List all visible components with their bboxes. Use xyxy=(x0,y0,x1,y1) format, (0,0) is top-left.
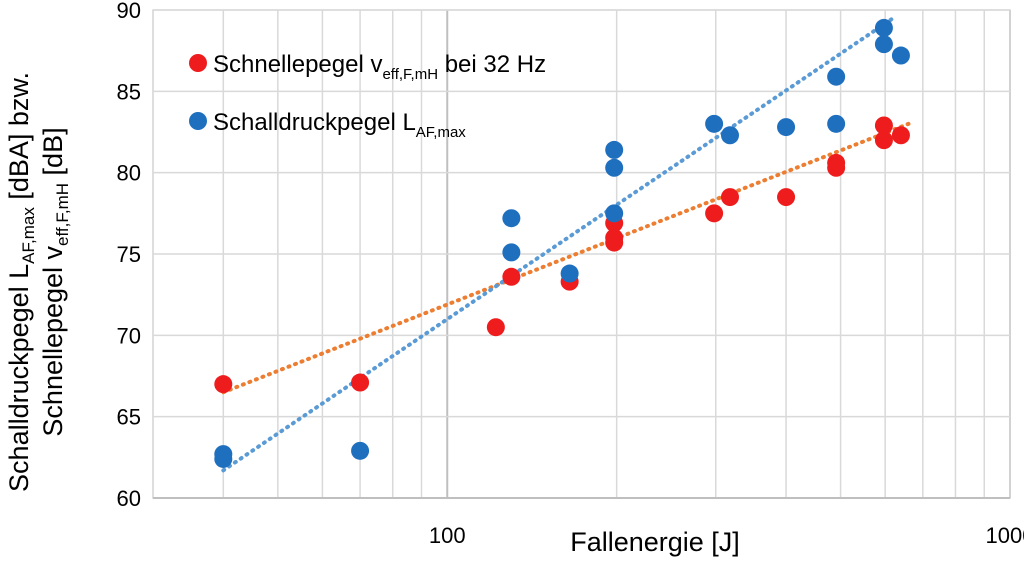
data-point-series-0 xyxy=(777,188,796,207)
y-axis-title-line2: Schnellepegel veff,F,mH [dB] xyxy=(38,127,72,436)
trendline-series-1 xyxy=(221,16,896,473)
data-point-series-0 xyxy=(351,373,370,392)
data-point-series-1 xyxy=(777,118,796,137)
data-point-series-0 xyxy=(720,188,739,207)
data-point-series-1 xyxy=(214,449,233,468)
y-axis-title-line1-main: Schalldruckpegel L xyxy=(4,264,34,492)
y-axis-title-line2-sub: eff,F,mH xyxy=(53,183,72,246)
x-axis-title: Fallenergie [J] xyxy=(570,527,740,557)
data-point-series-1 xyxy=(705,114,724,133)
legend-label-sound-pressure-main: Schalldruckpegel L xyxy=(213,109,416,136)
axes xyxy=(152,9,1011,499)
data-point-series-0 xyxy=(502,267,521,286)
grid xyxy=(152,9,1011,499)
data-point-series-1 xyxy=(891,46,910,65)
data-point-series-1 xyxy=(874,35,893,54)
data-point-series-1 xyxy=(502,243,521,262)
y-tick-label: 85 xyxy=(117,79,141,104)
legend-label-vibration-sub: eff,F,mH xyxy=(382,66,438,83)
y-axis-title-line2-main: Schnellepegel v xyxy=(38,245,68,436)
y-axis-title-line2-tail: [dB] xyxy=(38,127,68,183)
data-point-series-1 xyxy=(827,67,846,86)
data-point-series-0 xyxy=(486,318,505,337)
data-point-series-1 xyxy=(560,264,579,283)
legend-label-vibration-tail: bei 32 Hz xyxy=(438,51,546,78)
trendline-series-0 xyxy=(221,121,911,395)
data-point-series-1 xyxy=(605,140,624,159)
data-point-series-1 xyxy=(502,209,521,228)
data-points xyxy=(214,18,910,468)
legend-marker-sound-pressure xyxy=(189,112,207,130)
data-point-series-0 xyxy=(874,131,893,150)
y-tick-label: 90 xyxy=(117,0,141,23)
x-tick-label: 100 xyxy=(429,523,466,548)
y-tick-label: 70 xyxy=(117,323,141,348)
data-point-series-0 xyxy=(827,158,846,177)
y-axis-title-line1-sub: AF,max xyxy=(19,207,38,264)
data-point-series-1 xyxy=(874,18,893,37)
y-tick-label: 65 xyxy=(117,405,141,430)
data-point-series-0 xyxy=(214,375,233,394)
legend: Schnellepegel veff,F,mH bei 32 Hz Schall… xyxy=(189,51,546,141)
data-point-series-0 xyxy=(605,228,624,247)
y-axis-title-line1: Schalldruckpegel LAF,max [dBA] bzw. xyxy=(4,72,38,492)
legend-marker-vibration xyxy=(189,54,207,72)
legend-label-vibration: Schnellepegel veff,F,mH bei 32 Hz xyxy=(213,51,546,83)
data-point-series-1 xyxy=(605,158,624,177)
data-point-series-0 xyxy=(705,204,724,223)
y-tick-label: 60 xyxy=(117,486,141,511)
y-tick-label: 75 xyxy=(117,242,141,267)
data-point-series-0 xyxy=(874,116,893,135)
data-point-series-0 xyxy=(891,126,910,145)
data-point-series-1 xyxy=(827,114,846,133)
x-tick-label: 1000 xyxy=(986,523,1024,548)
y-axis-title-line1-tail: [dBA] bzw. xyxy=(4,72,34,207)
tick-labels: 60 65 70 75 80 85 90 100 1000 xyxy=(117,0,1024,548)
trendlines xyxy=(221,16,911,473)
data-point-series-1 xyxy=(351,441,370,460)
data-point-series-1 xyxy=(720,126,739,145)
legend-label-sound-pressure: Schalldruckpegel LAF,max xyxy=(213,109,466,141)
legend-label-sound-pressure-sub: AF,max xyxy=(416,124,467,141)
y-tick-label: 80 xyxy=(117,161,141,186)
legend-label-vibration-main: Schnellepegel v xyxy=(213,51,382,78)
data-point-series-1 xyxy=(605,204,624,223)
